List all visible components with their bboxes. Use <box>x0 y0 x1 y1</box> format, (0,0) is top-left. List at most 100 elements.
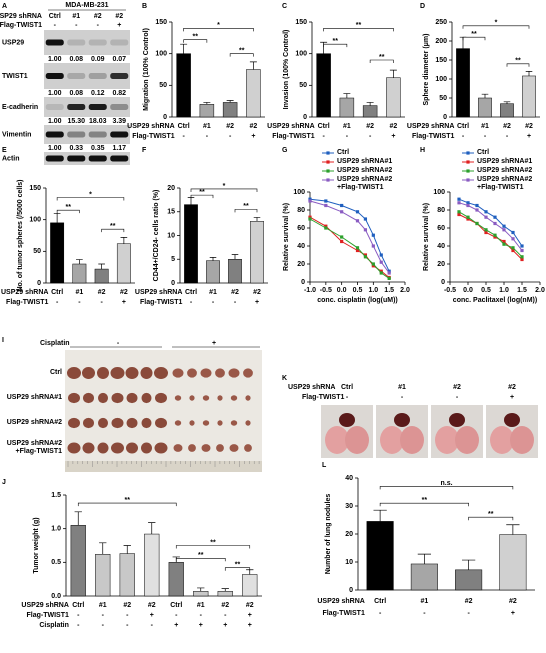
group-label: + <box>251 133 255 140</box>
tumor <box>67 442 81 454</box>
significance-label: * <box>89 191 92 198</box>
error-bar <box>76 259 83 264</box>
significance-bracket <box>323 43 348 48</box>
bar <box>362 105 378 118</box>
significance-bracket <box>234 209 258 213</box>
band <box>67 131 86 138</box>
y-tick-label: 40 <box>437 243 445 250</box>
panel-label: G <box>282 147 288 154</box>
x-tick-label: 0.0 <box>337 287 347 294</box>
panel-label: B <box>142 3 147 10</box>
bar <box>72 263 87 284</box>
x-tick-label: #2 <box>148 602 156 609</box>
y-tick-label: 50 <box>299 82 307 89</box>
legend-marker <box>466 178 470 182</box>
point <box>340 210 344 214</box>
series-line <box>458 202 523 251</box>
blot-row-label: USP29 <box>2 39 24 46</box>
significance-bracket <box>229 53 254 57</box>
band <box>88 104 107 110</box>
point <box>387 276 391 280</box>
significance-bracket <box>175 545 251 549</box>
significance-label: ** <box>379 54 385 61</box>
point <box>511 246 515 250</box>
tumor <box>189 395 195 401</box>
tumor <box>141 442 152 454</box>
legend-marker <box>326 178 330 182</box>
tumor <box>126 392 138 404</box>
significance-label: ** <box>235 562 241 569</box>
y-tick-label: 100 <box>435 76 447 83</box>
x-tick-label: #2 <box>98 289 106 296</box>
group-label: - <box>78 299 81 306</box>
x-axis-label: USP29 shRNA <box>135 289 182 296</box>
significance-label: ** <box>243 203 249 210</box>
point <box>340 203 344 208</box>
point <box>340 235 344 239</box>
significance-bracket <box>462 36 486 41</box>
bar <box>242 574 258 597</box>
point <box>520 257 524 262</box>
lung-lobe <box>400 426 424 454</box>
group-label: - <box>234 299 237 306</box>
group-name: Flag-TWIST1 <box>322 610 364 617</box>
bar <box>222 102 238 118</box>
point <box>484 210 488 214</box>
significance-label: ** <box>193 34 199 41</box>
point <box>355 248 360 253</box>
significance-bracket <box>56 197 125 201</box>
point <box>484 215 488 219</box>
error-bar <box>226 100 234 103</box>
group-label: - <box>77 622 80 629</box>
error-bar <box>74 511 82 526</box>
heart <box>394 413 410 427</box>
x-tick-label: 1.0 <box>368 287 378 294</box>
tumor <box>141 392 152 404</box>
point <box>355 246 360 250</box>
group-label: + <box>174 622 178 629</box>
group-label: - <box>102 612 105 619</box>
legend-label: USP29 shRNA#2 <box>337 167 393 174</box>
tumor <box>174 395 182 401</box>
significance-label: ** <box>333 38 339 45</box>
tumor <box>172 368 184 378</box>
error-bar <box>148 522 156 535</box>
significance-label: ** <box>515 58 521 65</box>
legend-marker <box>326 160 330 164</box>
point <box>308 199 312 203</box>
tumor <box>229 444 239 452</box>
header-label: + <box>510 394 514 401</box>
point <box>324 199 328 203</box>
tumor <box>111 442 124 454</box>
y-tick-label: 150 <box>295 19 307 26</box>
tumor <box>98 417 108 429</box>
error-bar <box>503 101 511 104</box>
error-bar <box>366 102 374 106</box>
x-tick-label: #1 <box>481 123 489 130</box>
y-tick-label: 0.5 <box>51 559 61 566</box>
point <box>308 197 312 201</box>
panel-label: D <box>420 3 425 10</box>
treatment-value: - <box>117 340 120 347</box>
header-label: #2 <box>453 384 461 391</box>
group-label: + <box>255 299 259 306</box>
point <box>466 201 470 205</box>
x-tick-label: #2 <box>503 123 511 130</box>
tumor <box>189 420 195 426</box>
lung-lobe <box>455 426 479 454</box>
bar <box>339 97 355 118</box>
quantification: 1.00 <box>48 118 62 125</box>
y-tick-label: 100 <box>433 189 445 196</box>
x-tick-label: 0.0 <box>463 287 473 294</box>
bar <box>206 260 220 284</box>
x-tick-label: 2.0 <box>535 287 545 294</box>
tumor <box>126 442 138 454</box>
bar <box>217 591 233 597</box>
tumor <box>245 420 251 426</box>
header-name: Flag-TWIST1 <box>302 394 344 401</box>
point <box>379 253 383 257</box>
group-name: Flag-TWIST1 <box>140 299 182 306</box>
band <box>67 73 86 79</box>
significance-label: ** <box>125 497 131 504</box>
blot-row-label: Actin <box>2 155 20 162</box>
